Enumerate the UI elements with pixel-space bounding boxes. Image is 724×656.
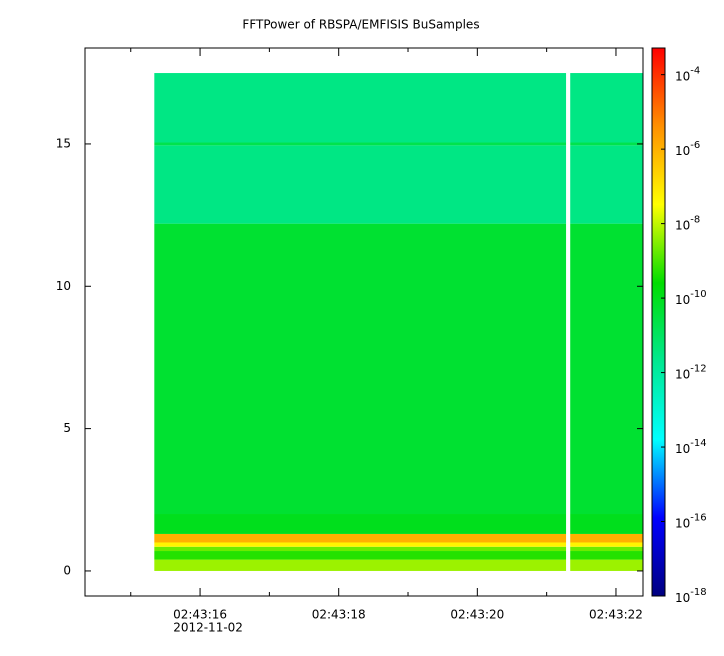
spectrogram-cell xyxy=(154,542,567,547)
spectrogram-cell xyxy=(570,145,643,224)
colorbar-tick-label: 10-10 xyxy=(675,289,707,307)
plot-frame xyxy=(84,47,644,597)
spectrogram-cell xyxy=(570,223,643,515)
colorbar xyxy=(651,47,666,597)
colorbar-tick-label: 10-12 xyxy=(675,364,707,382)
x-tick-label: 02:43:20 xyxy=(450,608,504,622)
spectrogram-cell xyxy=(570,542,643,547)
spectrogram-cell xyxy=(570,551,643,560)
y-tick-label: 5 xyxy=(63,421,71,435)
spectrogram-cell xyxy=(154,546,567,552)
spectrogram-cell xyxy=(570,73,643,143)
spectrogram-cell xyxy=(570,559,643,571)
spectrogram-cell xyxy=(154,142,567,146)
colorbar-tick-label: 10-14 xyxy=(675,438,707,456)
colorbar-tick-label: 10-8 xyxy=(675,215,700,233)
x-tick-label: 02:43:16 xyxy=(173,608,227,622)
colorbar-tick-label: 10-4 xyxy=(675,66,700,84)
colorbar-tick-label: 10-6 xyxy=(675,140,700,158)
spectrogram-cell xyxy=(570,533,643,543)
x-tick-label: 02:43:18 xyxy=(312,608,366,622)
spectrogram-cell xyxy=(154,559,567,571)
x-tick-label: 02:43:22 xyxy=(589,608,643,622)
x-date-label: 2012-11-02 xyxy=(173,621,243,635)
spectrogram-cell xyxy=(154,551,567,560)
spectrogram-cell xyxy=(154,73,567,143)
spectrogram-cell xyxy=(570,142,643,146)
spectrogram-cell xyxy=(154,145,567,224)
spectrogram-cell xyxy=(154,533,567,543)
colorbar-tick-label: 10-18 xyxy=(675,587,707,605)
spectrogram-cell xyxy=(154,223,567,515)
chart-title: FFTPower of RBSPA/EMFISIS BuSamples xyxy=(242,18,479,32)
spectrogram-cell xyxy=(154,514,567,534)
spectrogram-cell xyxy=(570,546,643,552)
y-tick-label: 10 xyxy=(56,279,71,293)
spectrogram-cell xyxy=(570,514,643,534)
y-tick-label: 0 xyxy=(63,563,71,577)
y-tick-label: 15 xyxy=(56,136,71,150)
colorbar-tick-label: 10-16 xyxy=(675,513,707,531)
